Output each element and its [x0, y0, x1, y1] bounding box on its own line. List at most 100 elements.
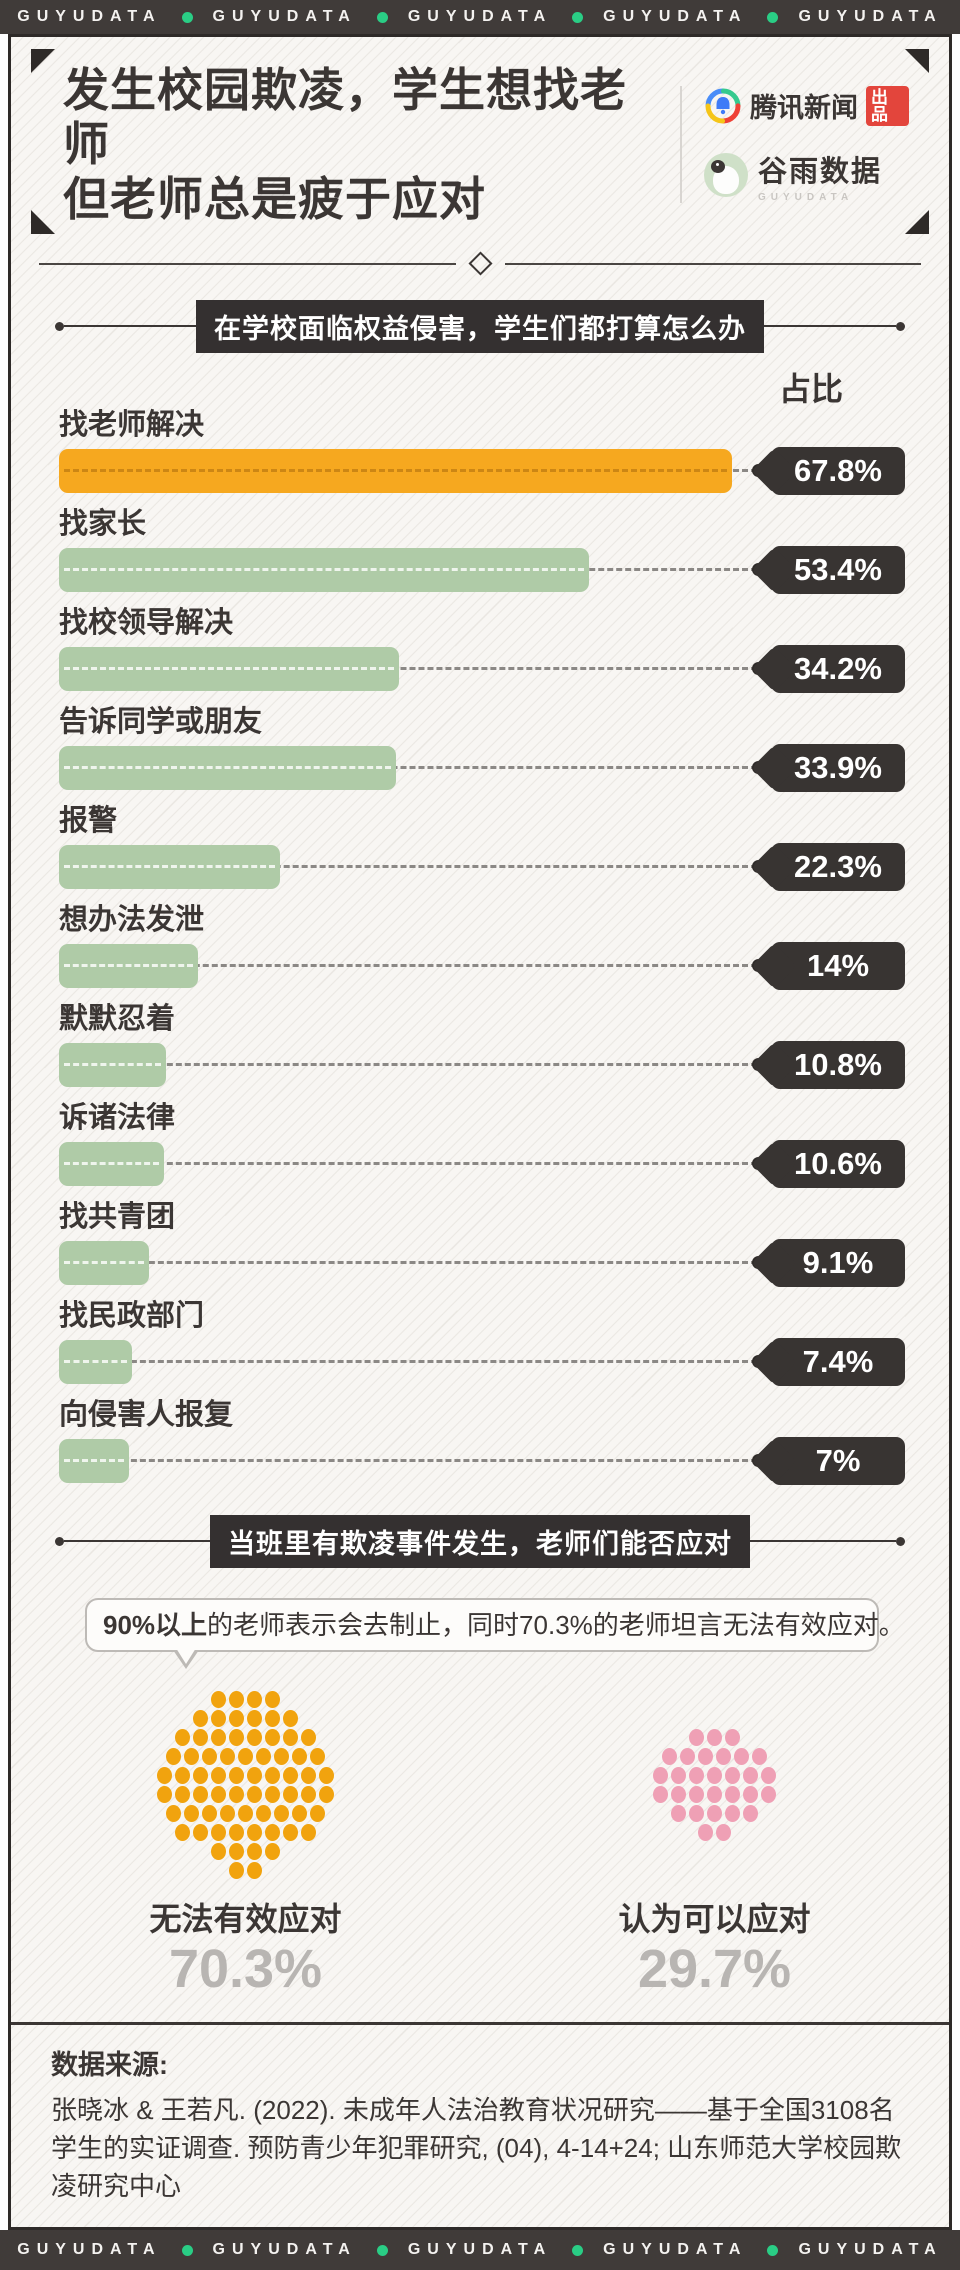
person-dot-icon — [202, 1748, 217, 1766]
person-dot-icon — [752, 1748, 767, 1766]
dashed-connector — [59, 1162, 757, 1166]
bar-category-label: 诉诸法律 — [59, 1101, 176, 1134]
tencent-news-icon — [705, 88, 741, 124]
person-dot-icon — [265, 1767, 280, 1785]
diamond-icon — [467, 251, 493, 276]
person-dot-icon — [707, 1729, 722, 1747]
brand-dot-icon — [572, 11, 584, 23]
bar-item: 向侵害人报复 7% — [59, 1399, 905, 1485]
person-dot-icon — [653, 1786, 668, 1804]
person-dot-icon — [229, 1710, 244, 1728]
cluster-group: 认为可以应对 29.7% — [480, 1690, 949, 1996]
person-dot-icon — [211, 1767, 226, 1785]
bar-item: 默默忍着 10.8% — [59, 1003, 905, 1089]
bar-category-label: 默默忍着 — [59, 1002, 176, 1035]
person-dot-icon — [175, 1729, 190, 1747]
person-dot-icon — [211, 1710, 226, 1728]
brand-text: GUYUDATA — [603, 8, 748, 25]
bar-row: 22.3% — [59, 842, 905, 891]
page-title-line2: 但老师总是疲于应对 — [63, 172, 486, 225]
person-dot-icon — [743, 1767, 758, 1785]
brand-text: GUYUDATA — [17, 8, 162, 25]
bar-category-label: 报警 — [59, 804, 118, 837]
corner-mark-top-left — [31, 49, 55, 73]
person-dot-icon — [229, 1729, 244, 1747]
brand-text: GUYUDATA — [603, 2241, 748, 2259]
corner-mark-bottom-right — [905, 209, 929, 234]
person-dot-icon — [211, 1729, 226, 1747]
bar-fill — [59, 844, 280, 889]
person-dot-icon — [671, 1786, 686, 1804]
value-column-header: 占比 — [778, 370, 843, 407]
dashed-connector — [59, 865, 757, 869]
person-dot-icon — [707, 1805, 722, 1823]
person-dot-icon — [220, 1805, 235, 1823]
person-dot-icon — [274, 1748, 289, 1766]
person-dot-icon — [283, 1786, 298, 1804]
bar-item: 找校领导解决 34.2% — [59, 607, 905, 693]
source-text: 张晓冰 & 王若凡. (2022). 未成年人法治教育状况研究——基于全国310… — [51, 2095, 902, 2201]
value-tag: 10.6% — [771, 1139, 905, 1188]
person-dot-icon — [761, 1767, 776, 1785]
brand-text: GUYUDATA — [17, 2241, 162, 2259]
person-dot-icon — [725, 1767, 740, 1785]
person-dot-icon — [653, 1767, 668, 1785]
person-dot-icon — [247, 1767, 262, 1785]
person-dot-icon — [301, 1729, 316, 1747]
bar-fill — [59, 448, 732, 493]
person-dot-icon — [184, 1748, 199, 1766]
person-dot-icon — [247, 1729, 262, 1747]
person-dot-icon — [310, 1748, 325, 1766]
bottom-brand-bar: GUYUDATA GUYUDATA GUYUDATA GUYUDATA GUYUDATA — [0, 2230, 960, 2270]
logo-column: 腾讯新闻 出品 谷雨数据 GUYUDATA — [680, 85, 909, 203]
bar-chart: 占比 找老师解决 67.8% 找家长 53.4% 找校领导解决 34.2% 告诉同学或朋友 3… — [11, 369, 949, 1485]
person-dot-icon — [761, 1786, 776, 1804]
person-dot-icon — [743, 1805, 758, 1823]
person-dot-icon — [211, 1786, 226, 1804]
person-dot-icon — [229, 1843, 244, 1861]
person-dot-icon — [184, 1805, 199, 1823]
person-dot-icon — [220, 1748, 235, 1766]
bar-item: 找共青团 9.1% — [59, 1201, 905, 1287]
bar-row: 7% — [59, 1436, 905, 1485]
person-dot-icon — [256, 1748, 271, 1766]
bar-fill — [59, 1141, 164, 1186]
person-dot-icon — [193, 1767, 208, 1785]
bar-row: 10.8% — [59, 1040, 905, 1089]
callout-rest: 的老师表示会去制止，同时70.3%的老师坦言无法有效应对。 — [207, 1609, 905, 1640]
person-dot-icon — [229, 1824, 244, 1842]
person-dot-icon — [229, 1786, 244, 1804]
person-dot-icon — [743, 1786, 758, 1804]
dot-clusters: 无法有效应对 70.3% 认为可以应对 29.7% — [11, 1690, 949, 1996]
brand-dot-icon — [767, 11, 779, 23]
person-dot-icon — [301, 1786, 316, 1804]
person-dot-icon — [193, 1710, 208, 1728]
publisher-row: 腾讯新闻 出品 — [704, 85, 909, 126]
value-tag: 67.8% — [771, 446, 905, 495]
person-dot-icon — [310, 1805, 325, 1823]
corner-mark-bottom-left — [31, 209, 55, 234]
bar-fill — [59, 1438, 129, 1483]
person-dot-icon — [247, 1710, 262, 1728]
brand-dot-icon — [376, 2244, 388, 2256]
bar-row: 67.8% — [59, 446, 905, 495]
person-dot-icon — [247, 1824, 262, 1842]
title-block: 发生校园欺凌，学生想找老师 但老师总是疲于应对 腾讯新闻 出品 — [11, 37, 949, 244]
section2-title: 当班里有欺凌事件发生，老师们能否应对 — [210, 1514, 750, 1568]
person-dot-icon — [698, 1748, 713, 1766]
person-dot-icon — [238, 1805, 253, 1823]
person-dot-icon — [211, 1843, 226, 1861]
top-brand-bar: GUYUDATA GUYUDATA GUYUDATA GUYUDATA GUYUDATA — [0, 0, 960, 34]
value-tag: 33.9% — [771, 743, 905, 792]
bar-fill — [59, 745, 396, 790]
guyu-bird-icon — [704, 153, 748, 198]
content-frame: 发生校园欺凌，学生想找老师 但老师总是疲于应对 腾讯新闻 出品 — [8, 34, 952, 2231]
person-dot-icon — [725, 1729, 740, 1747]
cluster-label: 认为可以应对 — [618, 1901, 811, 1938]
bar-rows: 找老师解决 67.8% 找家长 53.4% 找校领导解决 34.2% 告诉同学或朋友 33.9… — [59, 409, 905, 1485]
person-dot-icon — [265, 1729, 280, 1747]
section2-header: 当班里有欺凌事件发生，老师们能否应对 — [55, 1514, 905, 1568]
person-dot-icon — [265, 1786, 280, 1804]
bar-fill — [59, 1042, 166, 1087]
person-dot-icon — [211, 1691, 226, 1709]
